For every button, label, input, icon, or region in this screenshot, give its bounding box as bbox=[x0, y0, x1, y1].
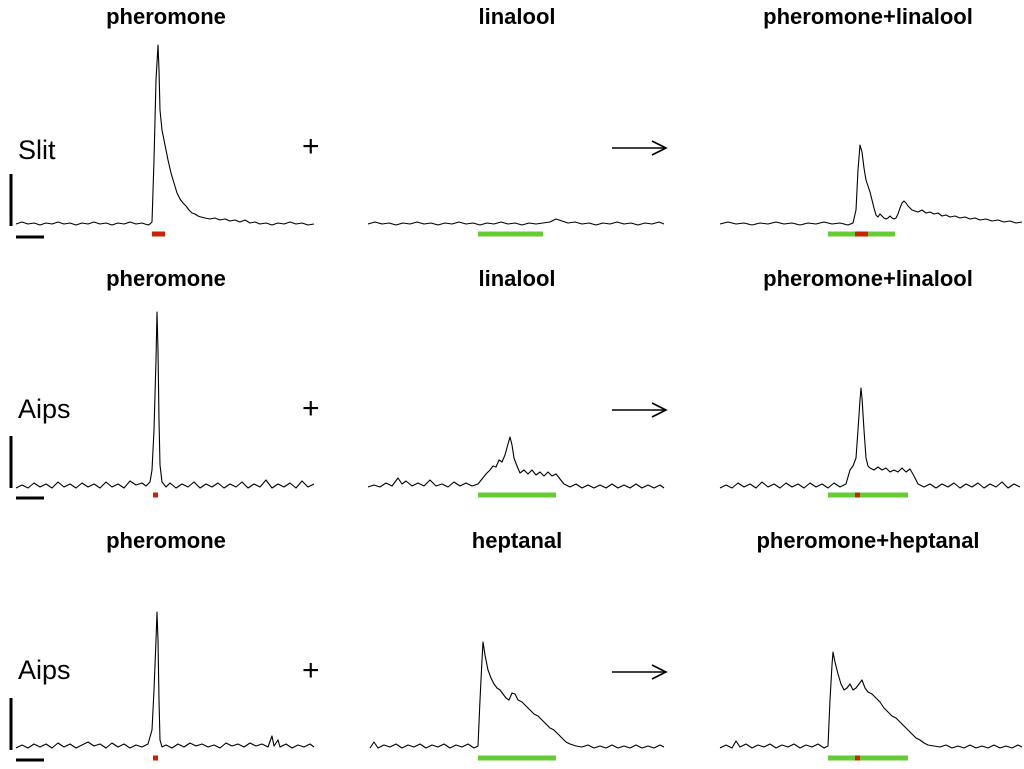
response-trace-r3-c3 bbox=[719, 651, 1023, 749]
row-label-2: Aips bbox=[18, 394, 71, 424]
panel-title-r2-c2: linalool bbox=[478, 266, 556, 291]
panel-title-r2-c1: pheromone bbox=[106, 266, 226, 291]
scale-bar-row-1 bbox=[9, 174, 44, 239]
arrow-icon bbox=[612, 664, 668, 680]
response-trace-r3-c2 bbox=[369, 641, 665, 749]
panel-title-r1-c2: linalool bbox=[478, 4, 556, 29]
scale-bar-row-2 bbox=[9, 436, 44, 500]
panel-title-r3-c2: heptanal bbox=[471, 528, 563, 553]
plus-operator-2: + bbox=[302, 392, 320, 425]
arrow-icon bbox=[612, 140, 668, 156]
panel-title-r1-c1: pheromone bbox=[106, 4, 226, 29]
scale-bar-row-3 bbox=[9, 698, 44, 762]
row-label-3: Aips bbox=[18, 655, 71, 685]
response-trace-r1-c3 bbox=[719, 144, 1023, 226]
plus-operator-3: + bbox=[302, 654, 320, 687]
panel-title-r3-c3: pheromone+heptanal bbox=[756, 528, 980, 553]
row-label-1: Slit bbox=[18, 135, 56, 165]
response-trace-r2-c2 bbox=[367, 436, 665, 489]
panel-title-r1-c3: pheromone+linalool bbox=[763, 4, 973, 29]
response-trace-r3-c1 bbox=[15, 611, 315, 749]
arrow-icon bbox=[612, 402, 668, 418]
panel-title-r3-c1: pheromone bbox=[106, 528, 226, 553]
response-trace-r1-c1 bbox=[15, 44, 315, 226]
response-trace-r2-c1 bbox=[15, 311, 315, 489]
panel-title-r2-c3: pheromone+linalool bbox=[763, 266, 973, 291]
stimulus-bars bbox=[152, 231, 908, 761]
response-trace-r2-c3 bbox=[719, 387, 1021, 489]
response-trace-r1-c2 bbox=[367, 218, 665, 226]
plus-operator-1: + bbox=[302, 130, 320, 163]
